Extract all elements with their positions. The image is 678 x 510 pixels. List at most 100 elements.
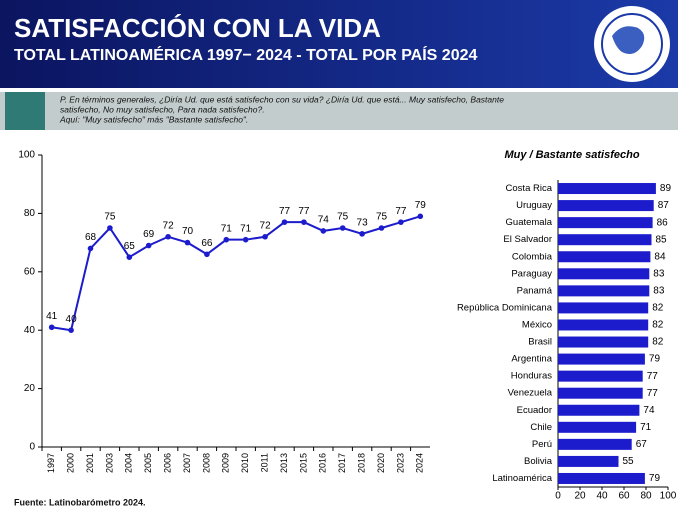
y-tick-label: 80 [24, 208, 36, 219]
data-label: 69 [143, 229, 155, 240]
x-tick-label: 2023 [395, 453, 405, 473]
bar [558, 353, 645, 365]
x-tick-label: 2007 [182, 453, 192, 473]
data-label: 41 [46, 311, 58, 322]
x-tick-label: 2000 [65, 453, 75, 473]
x-tick-label: 2015 [298, 453, 308, 473]
data-label: 77 [395, 206, 407, 217]
data-label: 71 [240, 223, 252, 234]
bar-label: República Dominicana [457, 302, 553, 313]
bar [558, 251, 651, 263]
x-tick-label: 0 [555, 491, 561, 502]
data-label: 72 [163, 220, 175, 231]
point [242, 236, 249, 243]
x-tick-label: 2017 [337, 453, 347, 473]
question-line: Aquí: "Muy satisfecho" más "Bastante sat… [59, 114, 248, 124]
point [339, 225, 346, 231]
data-label: 55 [623, 456, 635, 467]
data-label: 77 [647, 371, 659, 382]
bar [558, 455, 619, 467]
logo-globe [612, 26, 645, 54]
logo-ring [601, 13, 663, 75]
point [126, 254, 133, 260]
data-label: 77 [647, 388, 659, 399]
bar-label: Costa Rica [506, 183, 553, 194]
question-marker [5, 92, 45, 130]
bar [558, 302, 649, 314]
bar [558, 268, 650, 280]
y-tick-label: 20 [24, 383, 36, 394]
bar-label: Panamá [517, 285, 553, 296]
question-line: P. En términos generales, ¿Diría Ud. que… [60, 94, 504, 104]
data-label: 75 [376, 212, 388, 223]
data-label: 72 [260, 220, 272, 231]
x-tick-label: 2018 [356, 453, 366, 473]
point [301, 219, 307, 225]
bar-label: Guatemala [506, 217, 553, 228]
x-tick-label: 1997 [46, 453, 56, 473]
bar [558, 404, 640, 416]
bar-label: Venezuela [508, 388, 553, 399]
data-label: 87 [658, 200, 670, 211]
bar [558, 183, 656, 195]
data-label: 82 [652, 320, 664, 331]
point [398, 219, 404, 225]
bar-label: El Salvador [503, 234, 552, 245]
data-label: 70 [182, 226, 194, 237]
x-tick-label: 2001 [85, 453, 95, 473]
data-label: 83 [653, 268, 665, 279]
x-tick-label: 2004 [124, 453, 134, 473]
data-label: 86 [657, 217, 669, 228]
data-label: 82 [652, 303, 664, 314]
y-tick-label: 0 [29, 442, 35, 453]
bar [558, 370, 643, 382]
data-label: 66 [201, 238, 213, 249]
point [378, 225, 385, 231]
x-tick-label: 2003 [104, 453, 114, 473]
x-tick-label: 2006 [162, 453, 172, 473]
point [107, 225, 113, 231]
point [48, 324, 55, 331]
bar [558, 336, 649, 348]
data-label: 40 [66, 314, 78, 325]
data-label: 77 [298, 206, 310, 217]
bar [558, 217, 653, 229]
bar [558, 421, 637, 433]
question-line: satisfecho, No muy satisfecho, Para nada… [60, 104, 265, 114]
bar [558, 285, 650, 297]
bar-label: Ecuador [517, 405, 552, 416]
bar [558, 234, 652, 246]
data-label: 68 [85, 232, 97, 243]
data-label: 73 [357, 217, 369, 228]
x-tick-label: 2005 [143, 453, 153, 473]
data-label: 89 [660, 183, 672, 194]
data-label: 79 [649, 473, 661, 484]
x-tick-label: 2013 [279, 453, 289, 473]
question-band [0, 92, 678, 130]
data-label: 79 [649, 354, 661, 365]
data-label: 71 [640, 422, 652, 433]
x-tick-label: 2008 [201, 453, 211, 473]
data-label: 79 [415, 200, 427, 211]
bar-label: Colombia [512, 251, 553, 262]
data-label: 65 [124, 241, 136, 252]
bar-label: México [522, 319, 552, 330]
point [262, 233, 268, 240]
point [359, 231, 365, 237]
line [51, 215, 421, 332]
bar-label: Paraguay [511, 268, 552, 279]
data-label: 77 [279, 206, 291, 217]
data-label: 75 [337, 212, 349, 223]
point [68, 327, 74, 334]
data-label: 75 [104, 212, 116, 223]
point [320, 228, 327, 234]
chart-title: Muy / Bastante satisfecho [504, 149, 639, 161]
x-tick-label: 20 [574, 491, 586, 502]
bar-label: Uruguay [516, 200, 552, 211]
data-label: 74 [643, 405, 655, 416]
data-label: 85 [656, 234, 668, 245]
subtitle: TOTAL LATINOAMÉRICA 1997− 2024 - TOTAL P… [14, 45, 477, 64]
source: Fuente: Latinobarómetro 2024. [14, 497, 146, 507]
x-tick-label: 2020 [376, 453, 386, 473]
